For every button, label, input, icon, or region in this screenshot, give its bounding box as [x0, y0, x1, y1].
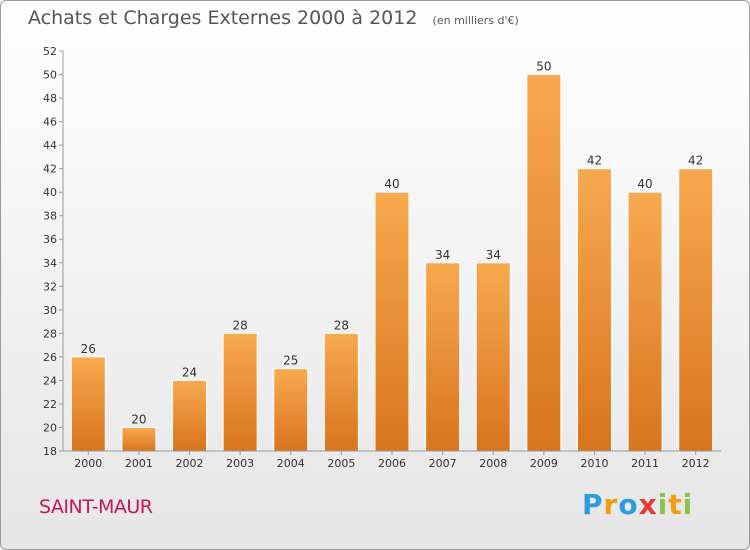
y-tick-label: 46	[43, 116, 57, 129]
chart-title: Achats et Charges Externes 2000 à 2012 (…	[28, 7, 519, 29]
y-tick-label: 48	[43, 92, 57, 105]
value-label-2003: 28	[233, 318, 248, 332]
value-label-2006: 40	[384, 177, 399, 191]
logo-letter: i	[682, 488, 694, 521]
logo-letter: P	[582, 488, 604, 521]
bar-2005	[323, 332, 359, 452]
value-label-2002: 24	[182, 365, 197, 379]
city-name: SAINT-MAUR	[39, 496, 153, 518]
bar-2002	[172, 379, 208, 452]
y-tick-label: 40	[43, 186, 57, 199]
y-tick-label: 30	[43, 304, 57, 317]
logo-letter: x	[638, 488, 658, 521]
x-tick-label-2002: 2002	[176, 457, 204, 470]
x-tick-label-2012: 2012	[682, 457, 710, 470]
x-tick-label-2008: 2008	[479, 457, 507, 470]
bar-2012	[678, 168, 714, 452]
y-tick-label: 36	[43, 233, 57, 246]
bar-2010	[576, 168, 612, 452]
x-tick-label-2001: 2001	[125, 457, 153, 470]
y-tick-label: 42	[43, 163, 57, 176]
y-tick-label: 28	[43, 327, 57, 340]
bar-2009	[526, 74, 562, 452]
bar-2000	[70, 356, 106, 452]
y-tick-label: 24	[43, 374, 57, 387]
logo-letter: t	[668, 488, 683, 521]
x-tick-label-2005: 2005	[327, 457, 355, 470]
bar-2003	[222, 332, 258, 452]
bar-2007	[425, 262, 461, 452]
bar-2011	[627, 191, 663, 452]
value-label-2011: 40	[637, 177, 652, 191]
value-label-2004: 25	[283, 354, 298, 368]
bar-2004	[273, 368, 309, 452]
y-tick-label: 52	[43, 45, 57, 58]
bars: 26 20 24 28 25 28 40 34 34 50 42 40 42	[70, 60, 714, 452]
y-tick-label: 50	[43, 69, 57, 82]
value-label-2005: 28	[334, 318, 349, 332]
value-label-2010: 42	[587, 154, 602, 168]
value-label-2000: 26	[81, 342, 96, 356]
x-tick-label-2006: 2006	[378, 457, 406, 470]
x-tick-label-2009: 2009	[530, 457, 558, 470]
value-label-2007: 34	[435, 248, 450, 262]
x-axis: 2000 2001 2002 2003 2004 2005 2006 2007 2008 2009…	[63, 450, 721, 470]
x-tick-label-2011: 2011	[631, 457, 659, 470]
y-tick-label: 44	[43, 139, 57, 152]
title-main: Achats et Charges Externes 2000 à 2012	[28, 7, 418, 29]
value-label-2009: 50	[536, 60, 551, 74]
value-label-2008: 34	[486, 248, 501, 262]
bar-2006	[374, 191, 410, 452]
y-tick-label: 18	[43, 445, 57, 458]
bar-2001	[121, 426, 157, 452]
x-tick-label-2010: 2010	[580, 457, 608, 470]
y-tick-label: 26	[43, 351, 57, 364]
y-axis: 18 20 22 24 26 28 30 32 34 36 38 40 42 44 46 48 50 52	[43, 45, 64, 458]
y-tick-label: 34	[43, 257, 57, 270]
y-tick-label: 22	[43, 398, 57, 411]
logo-letter: r	[603, 488, 619, 521]
title-unit: (en milliers d'€)	[432, 14, 519, 27]
value-label-2001: 20	[131, 412, 146, 426]
logo-letter: o	[618, 488, 639, 521]
value-label-2012: 42	[688, 154, 703, 168]
x-tick-label-2007: 2007	[429, 457, 457, 470]
logo-letter: i	[657, 488, 669, 521]
x-tick-label-2003: 2003	[226, 457, 254, 470]
y-tick-label: 20	[43, 421, 57, 434]
y-tick-label: 32	[43, 280, 57, 293]
bar-2008	[475, 262, 511, 452]
y-tick-label: 38	[43, 210, 57, 223]
proxiti-logo[interactable]: Proxiti	[582, 488, 693, 521]
x-tick-label-2000: 2000	[74, 457, 102, 470]
x-tick-label-2004: 2004	[277, 457, 305, 470]
